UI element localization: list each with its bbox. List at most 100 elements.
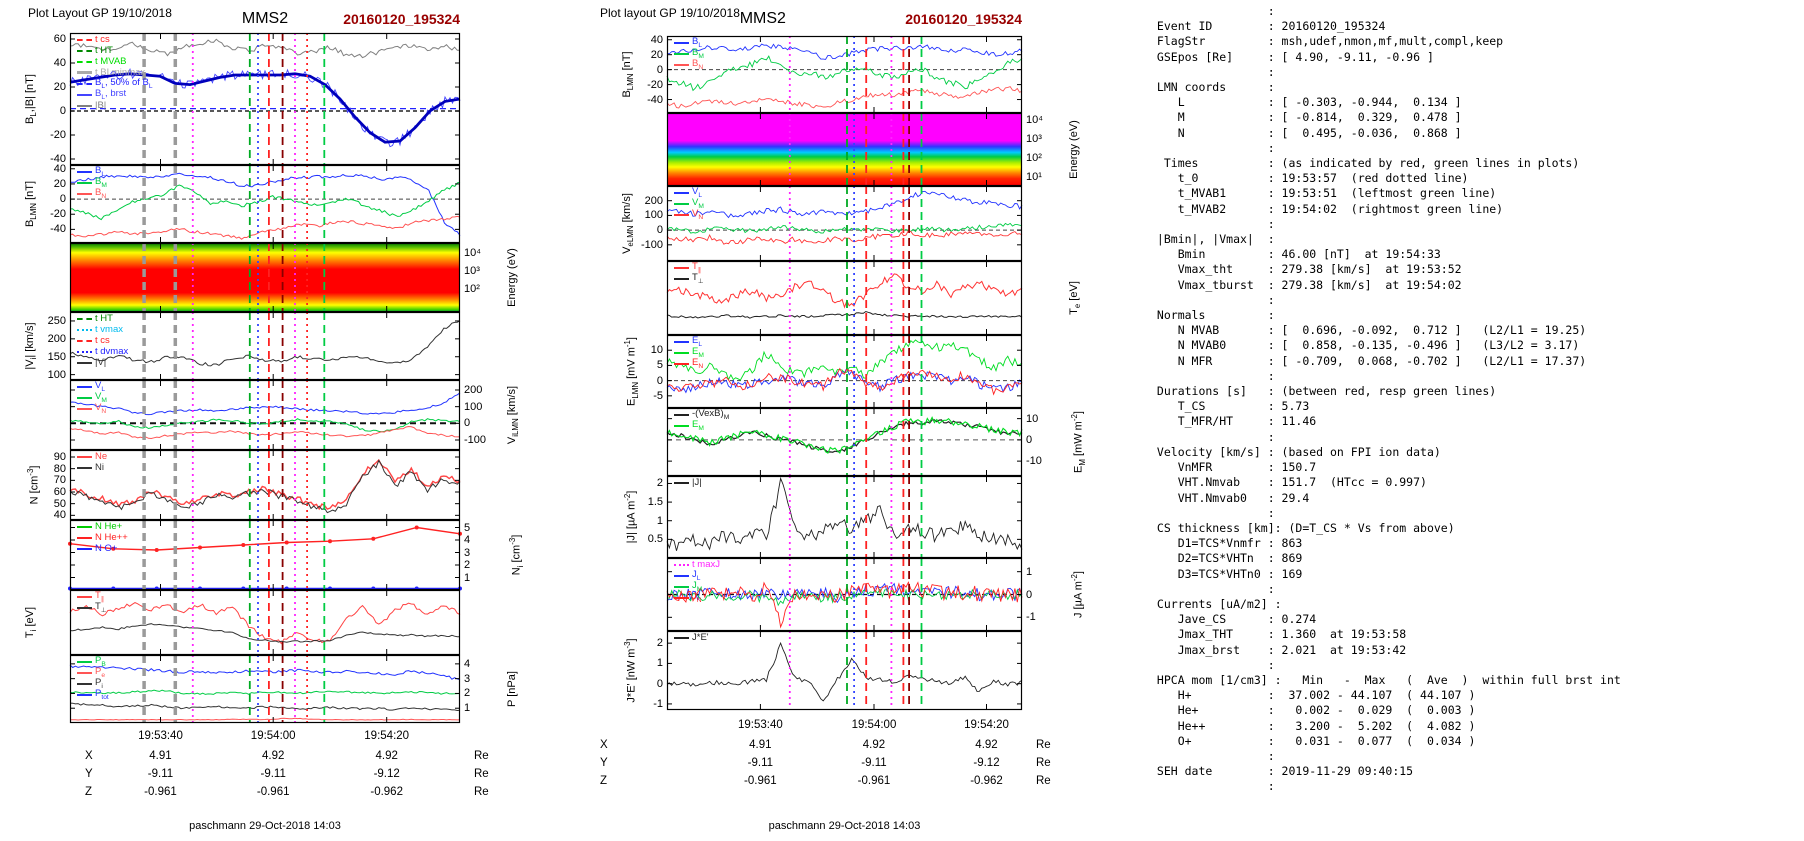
- series-Pe: [69, 717, 461, 721]
- series-VM: [666, 222, 1023, 234]
- panels-container: 40 20 0 -20 -40 BLMN [nT] BL BM BN 10⁴ 10³ 10² 10¹ En…: [621, 34, 1087, 712]
- legend-line-swatch: [77, 466, 92, 469]
- event-id-label: 20160120_195324: [905, 11, 1022, 27]
- series-JdotE: [666, 641, 1023, 702]
- legend-item: J*E': [674, 632, 709, 643]
- y-tick-label: 100: [47, 368, 66, 381]
- panel-legend: EL EM EN: [674, 335, 704, 370]
- y-tick-label: 10⁴: [464, 246, 481, 259]
- y-tick-label: -20: [647, 78, 663, 91]
- position-row-label: Y: [85, 768, 93, 780]
- legend-line-swatch: [674, 596, 689, 599]
- legend-line-swatch: [77, 60, 92, 63]
- axis-title-jmag: |J| [µA m-2]: [623, 490, 638, 544]
- panel-jmag: 2 1.5 1 0.5 |J| [µA m-2] |J|: [623, 475, 1023, 559]
- series-BL: [69, 172, 461, 236]
- y-tick-label: 1: [656, 514, 663, 527]
- legend-line-swatch: [77, 82, 92, 85]
- y-tick-label: 1: [1026, 565, 1033, 578]
- y-tick-label: 0: [656, 374, 663, 387]
- y-tick-label: 90: [53, 451, 66, 463]
- x-tick-label: 19:54:20: [964, 719, 1009, 731]
- legend-line-swatch: [674, 574, 689, 577]
- legend-line-swatch: [77, 93, 92, 96]
- legend-item: t maxJ: [674, 559, 720, 570]
- series-VN: [69, 425, 461, 440]
- legend-line-swatch: [674, 563, 689, 566]
- legend-item: JM: [674, 580, 720, 593]
- panel-density: 90 80 70 60 50 40 N [cm-3] Ne Ni: [26, 449, 461, 521]
- position-value: -9.12: [373, 768, 400, 780]
- legend-item: BL, 50% of BL: [77, 77, 153, 90]
- legend-item: BL, brst: [77, 88, 153, 101]
- legend-item: JN: [674, 591, 720, 604]
- series-VM: [69, 418, 461, 433]
- legend-line-swatch: [674, 636, 689, 639]
- position-unit: Re: [1036, 757, 1051, 769]
- y-tick-label: 0: [59, 193, 66, 206]
- legend-item: |V|: [77, 357, 128, 368]
- panel-ion-energy-spectrogram: 10⁴ 10³ 10² Energy (eV): [69, 242, 518, 313]
- legend-line-swatch: [77, 396, 92, 399]
- legend-line-swatch: [674, 424, 689, 427]
- legend-item: Pi: [77, 677, 109, 690]
- y-tick-label: 60: [53, 33, 66, 45]
- axis-title-ve-lmn: VeLMN [km/s]: [621, 193, 636, 254]
- position-value: -0.961: [144, 786, 177, 798]
- position-value: -0.961: [256, 786, 290, 798]
- series-EM: [666, 416, 1023, 454]
- legend-line-swatch: [77, 595, 92, 598]
- y-tick-label: -40: [647, 93, 663, 106]
- axis-title-vi-mag: |Vi| [km/s]: [24, 322, 39, 370]
- legend-item: PB: [77, 655, 109, 668]
- y-tick-label: 0: [464, 417, 471, 430]
- panel-e-lmn: 10 5 0 -5 ELMN [mV m-1] EL EM EN: [623, 334, 1023, 409]
- axis-title-ti: Ti [eV]: [24, 606, 39, 639]
- position-value: -0.962: [370, 786, 403, 798]
- position-value: -9.11: [747, 757, 774, 769]
- panel-j-lmn: 1 0 -1 J [µA m-2] t maxJ JL JM JN: [666, 557, 1085, 632]
- axis-title-jdote: J*E' [nW m-3]: [623, 638, 638, 703]
- panel-legend: |J|: [674, 477, 702, 488]
- legend-line-swatch: [77, 328, 92, 331]
- x-tick-label: 19:54:00: [851, 719, 897, 731]
- y-tick-label: 3: [464, 546, 471, 559]
- y-tick-label: -100: [464, 434, 487, 446]
- event-info-text: : Event ID : 20160120_195324 FlagStr : m…: [1156, 4, 1621, 794]
- y-tick-label: -10: [1026, 455, 1042, 468]
- y-tick-label: 3: [464, 672, 471, 685]
- position-row-label: Y: [600, 757, 608, 769]
- panel-vi-mag: 250 200 150 100 |Vi| [km/s] t HT t vmax t cs t d…: [24, 311, 461, 381]
- axis-title-minor-ion-density: Ni [cm-3]: [508, 534, 525, 576]
- spacecraft-title: MMS2: [739, 10, 786, 27]
- legend-line-swatch: [674, 413, 689, 416]
- y-tick-label: 20: [53, 81, 66, 93]
- legend-item: t dvmax: [77, 346, 128, 357]
- series-Tperp: [666, 310, 1023, 319]
- y-tick-label: 1.5: [647, 496, 663, 509]
- legend-item: Pe: [77, 666, 109, 679]
- axis-title-density: N [cm-3]: [26, 465, 41, 505]
- series-N-He++: [69, 526, 461, 551]
- y-tick-label: 4: [464, 657, 471, 670]
- legend-line-swatch: [674, 41, 689, 44]
- legend-item: Ni: [77, 462, 107, 473]
- legend-item: t cs: [77, 335, 128, 346]
- y-tick-label: 2: [464, 687, 471, 700]
- series-Pi: [69, 702, 461, 712]
- legend-item: VM: [674, 197, 704, 210]
- position-unit: Re: [1036, 775, 1051, 787]
- position-value: -9.11: [147, 768, 174, 780]
- axis-title-b-lmn: BLMN [nT]: [24, 180, 39, 228]
- series-Tpar: [69, 602, 461, 645]
- panel-legend: T∥ T⊥: [77, 590, 107, 614]
- legend-item: VL: [77, 380, 107, 393]
- series-Tpar: [666, 273, 1023, 309]
- position-unit: Re: [1036, 739, 1051, 751]
- position-row-label: Z: [85, 786, 93, 798]
- axis-title-em-convection: EM [mW m-2]: [1070, 411, 1087, 473]
- legend-line-swatch: [77, 361, 92, 364]
- y-tick-label: 10²: [1026, 152, 1042, 165]
- axis-title-j-lmn: J [µA m-2]: [1070, 571, 1085, 618]
- plot-layout-label: Plot Layout GP 19/10/2018: [28, 6, 172, 20]
